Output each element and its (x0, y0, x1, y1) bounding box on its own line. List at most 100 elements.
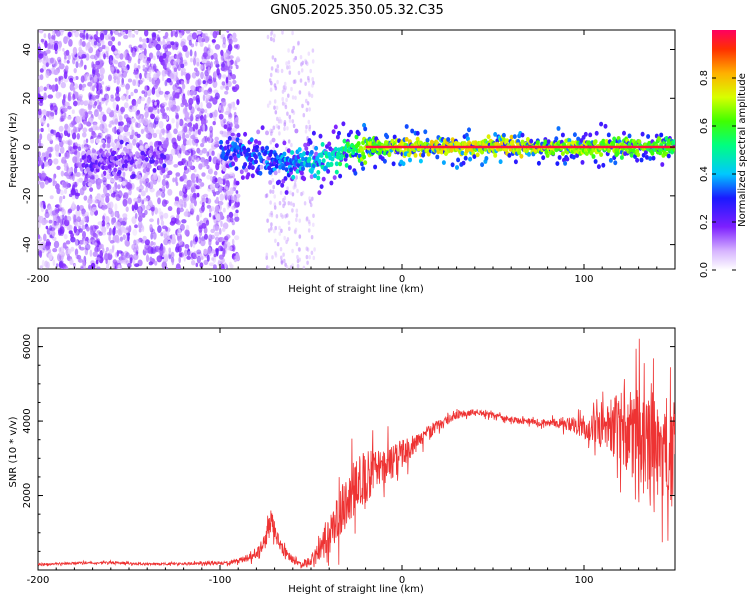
noise-speck (89, 117, 94, 124)
noise-speck (53, 43, 59, 51)
noise-speck (285, 61, 288, 66)
noise-speck (81, 208, 86, 215)
ridge-point (254, 154, 258, 160)
noise-speck (308, 127, 311, 132)
noise-speck (146, 73, 150, 81)
ridge-point (107, 164, 112, 170)
noise-speck (115, 211, 119, 218)
noise-speck (184, 249, 188, 257)
noise-speck (165, 96, 169, 101)
noise-speck (66, 173, 72, 180)
ridge-point (467, 127, 471, 133)
noise-speck (196, 98, 201, 105)
ridge-point (556, 126, 561, 131)
noise-speck (121, 77, 124, 86)
noise-speck (153, 207, 158, 214)
noise-speck (72, 57, 76, 65)
noise-speck (101, 97, 107, 102)
noise-speck (301, 60, 305, 65)
noise-speck (95, 233, 98, 239)
noise-speck (286, 65, 289, 70)
ridge-point (510, 139, 515, 145)
noise-speck (205, 135, 208, 143)
noise-speck (185, 224, 190, 231)
noise-speck (183, 193, 188, 198)
noise-speck (93, 74, 98, 83)
noise-speck (196, 251, 203, 257)
noise-speck (211, 39, 216, 43)
noise-speck (117, 41, 121, 46)
noise-speck (44, 180, 49, 185)
noise-speck (191, 137, 197, 146)
ridge-point (347, 165, 352, 170)
noise-speck (184, 229, 189, 236)
noise-speck (278, 231, 282, 236)
noise-speck (151, 246, 157, 255)
noise-speck (83, 120, 88, 125)
noise-speck (38, 151, 41, 157)
noise-speck (86, 73, 91, 81)
noise-speck (58, 75, 64, 80)
noise-speck (204, 36, 210, 43)
noise-speck (311, 196, 314, 201)
noise-speck (270, 66, 274, 71)
y-tick-label: 40 (22, 43, 33, 56)
noise-speck (187, 34, 193, 42)
noise-speck (216, 237, 220, 243)
ridge-point (94, 174, 99, 180)
noise-speck (220, 263, 225, 269)
noise-speck (108, 227, 112, 236)
noise-speck (236, 99, 240, 106)
noise-speck (95, 259, 99, 265)
noise-speck (166, 51, 172, 56)
noise-speck (185, 134, 190, 139)
ridge-point (250, 165, 255, 171)
ridge-point (284, 190, 289, 195)
noise-speck (82, 217, 86, 223)
noise-speck (225, 76, 229, 84)
noise-speck (43, 204, 46, 210)
noise-speck (136, 142, 140, 149)
noise-speck (213, 253, 217, 258)
noise-speck (172, 177, 176, 183)
noise-speck (162, 127, 165, 135)
noise-speck (170, 41, 175, 46)
noise-speck (62, 47, 65, 52)
noise-speck (102, 247, 105, 254)
noise-speck (39, 68, 44, 73)
noise-speck (132, 79, 137, 86)
ridge-point (423, 129, 428, 135)
noise-speck (43, 86, 47, 92)
noise-speck (81, 86, 85, 92)
ridge-point (137, 163, 142, 169)
noise-speck (188, 127, 192, 136)
noise-speck (101, 44, 106, 50)
noise-speck (120, 73, 124, 78)
noise-speck (59, 140, 64, 148)
noise-speck (306, 61, 309, 66)
noise-speck (269, 200, 272, 205)
snr-ylabel: SNR (10 * v/v) (8, 416, 19, 487)
noise-speck (137, 58, 141, 65)
noise-speck (286, 126, 289, 131)
ridge-point (225, 139, 230, 145)
noise-speck (100, 74, 104, 80)
noise-speck (207, 48, 214, 57)
noise-speck (205, 219, 210, 226)
noise-speck (60, 113, 64, 120)
noise-speck (157, 225, 162, 234)
ridge-point (335, 134, 340, 140)
noise-speck (166, 106, 170, 111)
ridge-point (254, 139, 258, 144)
noise-speck (177, 64, 181, 71)
noise-speck (160, 220, 165, 226)
ridge-point (596, 164, 601, 170)
noise-speck (155, 129, 161, 135)
noise-speck (125, 182, 132, 190)
noise-speck (119, 217, 123, 222)
noise-speck (138, 184, 144, 191)
noise-speck (233, 118, 239, 126)
noise-speck (235, 64, 239, 70)
noise-speck (40, 155, 45, 162)
